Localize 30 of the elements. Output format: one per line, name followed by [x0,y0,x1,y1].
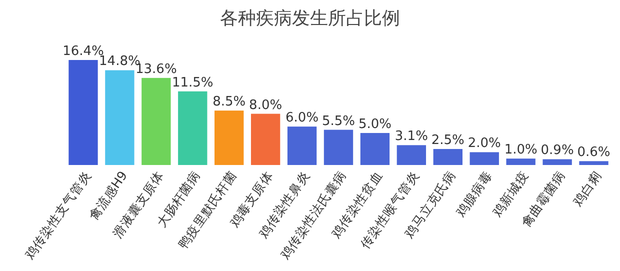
data-label: 8.0% [249,98,282,113]
bar [250,114,280,165]
bar [142,78,171,165]
bar [68,60,98,165]
bar [178,91,208,165]
bar [287,126,317,165]
bar [470,152,499,165]
data-label: 2.0% [468,136,501,152]
data-label: 0.6% [577,145,610,160]
data-label: 3.1% [394,129,428,144]
bar [214,110,244,165]
bar [324,130,354,165]
data-label: 5.5% [322,114,356,129]
bar [396,145,426,165]
data-label: 6.0% [286,110,319,126]
x-tick-label: 鸡白痢 [568,168,604,210]
data-label: 5.0% [358,116,392,132]
bar [105,70,134,165]
data-label: 8.5% [212,94,246,110]
bar [506,158,536,165]
chart-title: 各种疾病发生所占比例 [220,8,400,29]
data-label: 0.9% [540,143,574,158]
bar [360,132,390,165]
data-label: 11.5% [172,75,214,90]
bar [433,148,462,165]
data-label: 1.0% [504,142,538,158]
data-label: 2.5% [431,132,464,148]
data-label: 14.8% [99,54,140,70]
bar [579,161,608,165]
bar [542,159,572,165]
